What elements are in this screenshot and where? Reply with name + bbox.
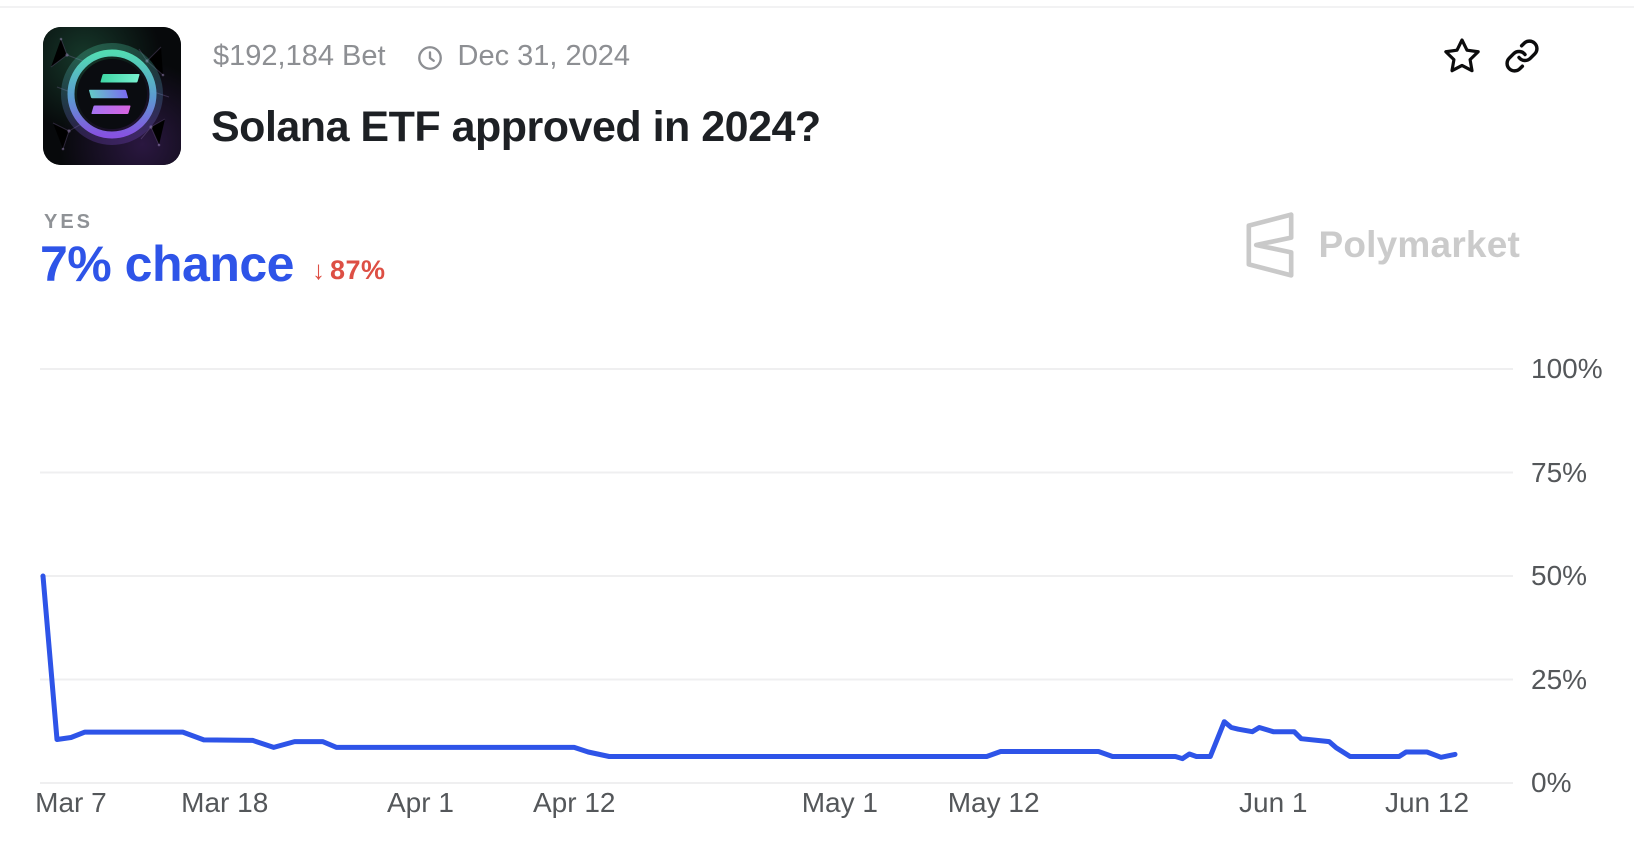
end-date: Dec 31, 2024 [457, 40, 631, 72]
outcome-label: YES [44, 211, 94, 233]
copy-link-button[interactable] [1504, 38, 1540, 74]
solana-logo-icon [89, 74, 140, 114]
probability-change: ↓ 87% [312, 255, 386, 286]
x-axis-label: Jun 1 [1239, 787, 1308, 818]
top-divider [0, 6, 1634, 8]
favorite-button[interactable] [1442, 36, 1482, 76]
clock-icon [417, 45, 442, 70]
market-title[interactable]: Solana ETF approved in 2024? [211, 103, 821, 151]
polymarket-brand-name: Polymarket [1318, 224, 1520, 265]
probability-change-value: 87% [329, 254, 386, 285]
bet-amount: $192,184 Bet [213, 40, 386, 72]
x-axis-label: Apr 1 [386, 787, 454, 818]
x-axis-label: Jun 12 [1384, 787, 1470, 818]
x-axis-label: Mar 18 [181, 787, 269, 818]
down-arrow-icon: ↓ [311, 254, 325, 285]
outcome-row: 7% chance ↓ 87% [40, 238, 386, 291]
market-meta: $192,184 Bet Dec 31, 2024 [213, 40, 630, 73]
y-axis-label: 50% [1531, 560, 1588, 591]
x-axis-label: Mar 7 [35, 787, 107, 818]
price-line [40, 573, 1458, 762]
solana-artwork-icon [43, 27, 181, 165]
y-axis-label: 75% [1531, 456, 1588, 488]
y-axis-label: 25% [1531, 663, 1588, 695]
y-axis-label: 0% [1531, 767, 1572, 798]
polymarket-logo-icon [1246, 212, 1293, 278]
x-axis-label: May 12 [947, 787, 1040, 818]
market-avatar [43, 27, 181, 165]
current-probability: 7% chance [40, 236, 294, 292]
y-axis-label: 100% [1531, 353, 1603, 384]
star-icon [1444, 38, 1480, 73]
x-axis-label: Apr 12 [532, 787, 616, 818]
x-axis-label: May 1 [801, 787, 878, 818]
header-actions [1442, 36, 1540, 76]
polymarket-brand-link[interactable]: Polymarket [1241, 210, 1521, 280]
link-icon [1505, 39, 1539, 73]
